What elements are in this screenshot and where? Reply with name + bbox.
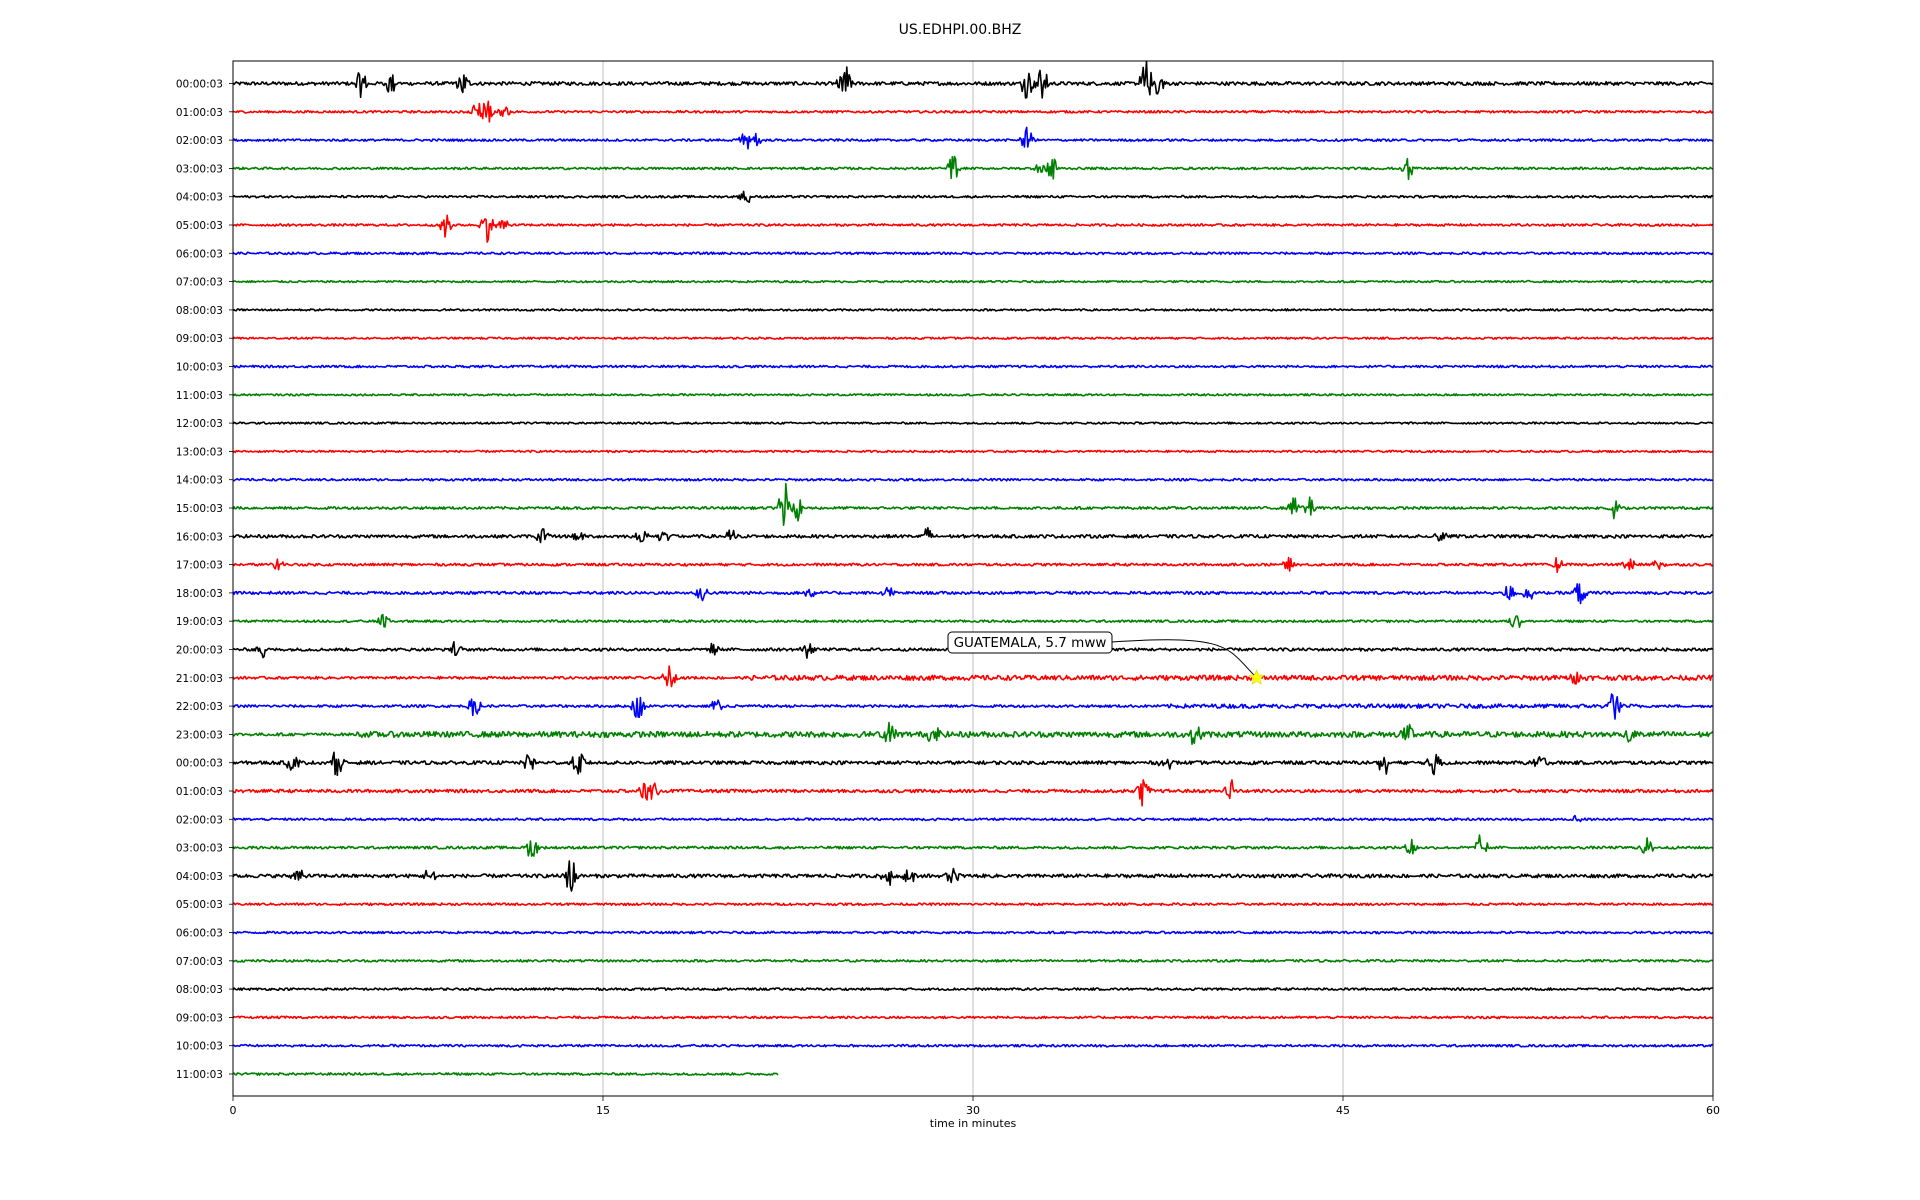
event-label-box	[947, 631, 1113, 654]
chart-title: US.EDHPI.00.BHZ	[898, 22, 1022, 38]
seismic-trace	[232, 556, 1713, 574]
seismic-trace	[232, 1043, 1713, 1048]
y-tick-label: 20:00:03	[176, 645, 223, 657]
y-tick-label: 12:00:03	[176, 418, 223, 430]
y-tick-label: 08:00:03	[176, 305, 223, 317]
y-tick-label: 02:00:03	[176, 135, 223, 147]
y-tick-label: 03:00:03	[176, 163, 223, 175]
seismic-trace	[232, 958, 1713, 963]
seismic-trace	[232, 860, 1714, 892]
x-tick-label: 60	[1706, 1104, 1720, 1117]
seismic-trace	[232, 583, 1714, 605]
y-tick-label: 09:00:03	[176, 333, 223, 345]
x-tick-label: 45	[1336, 1104, 1350, 1117]
event-label: GUATEMALA, 5.7 mww	[954, 635, 1107, 651]
y-tick-label: 18:00:03	[176, 588, 223, 600]
y-tick-label: 19:00:03	[176, 616, 223, 628]
seismic-trace	[232, 482, 1714, 526]
seismic-trace	[232, 477, 1713, 482]
y-tick-label: 13:00:03	[176, 446, 223, 458]
seismic-trace	[232, 751, 1714, 777]
y-tick-label: 15:00:03	[176, 503, 223, 515]
y-tick-label: 03:00:03	[176, 843, 223, 855]
y-tick-label: 00:00:03	[176, 758, 223, 770]
y-tick-label: 07:00:03	[176, 956, 223, 968]
seismic-trace	[232, 613, 1714, 628]
y-tick-label: 01:00:03	[176, 786, 223, 798]
seismic-trace	[232, 100, 1714, 123]
y-tick-label: 00:00:03	[176, 79, 223, 91]
y-tick-label: 17:00:03	[176, 560, 223, 572]
seismic-trace	[232, 902, 1713, 907]
y-tick-label: 10:00:03	[176, 1041, 223, 1053]
x-tick-label: 0	[230, 1104, 237, 1117]
seismic-trace	[232, 665, 1713, 688]
y-tick-label: 10:00:03	[176, 362, 223, 374]
seismic-trace	[233, 1072, 779, 1076]
y-tick-label: 22:00:03	[176, 701, 223, 713]
x-axis-label: time in minutes	[929, 1117, 1017, 1130]
seismic-trace	[232, 60, 1714, 99]
seismic-trace	[232, 364, 1713, 369]
seismic-trace	[232, 308, 1714, 312]
seismic-trace	[232, 190, 1714, 203]
seismic-trace	[232, 251, 1714, 256]
y-tick-label: 01:00:03	[176, 107, 223, 119]
seismic-trace	[232, 279, 1713, 284]
y-tick-label: 06:00:03	[176, 928, 223, 940]
seismic-trace	[232, 449, 1713, 454]
seismic-trace	[232, 527, 1713, 544]
seismic-trace	[233, 814, 1714, 823]
event-arrow	[1111, 639, 1258, 679]
seismic-trace	[232, 1015, 1714, 1020]
y-tick-label: 05:00:03	[176, 899, 223, 911]
seismic-trace	[232, 126, 1714, 150]
y-tick-label: 08:00:03	[176, 984, 223, 996]
y-tick-label: 11:00:03	[176, 390, 223, 402]
y-tick-label: 16:00:03	[176, 531, 223, 543]
seismic-trace	[232, 336, 1714, 340]
seismic-trace	[232, 721, 1714, 745]
y-tick-label: 11:00:03	[176, 1069, 223, 1081]
y-tick-label: 07:00:03	[176, 277, 223, 289]
y-tick-label: 14:00:03	[176, 475, 223, 487]
x-tick-label: 30	[966, 1104, 980, 1117]
seismic-trace	[232, 779, 1714, 807]
y-tick-label: 06:00:03	[176, 248, 223, 260]
y-tick-label: 02:00:03	[176, 814, 223, 826]
seismic-trace	[232, 421, 1714, 425]
seismic-trace	[232, 214, 1714, 243]
x-tick-label: 15	[596, 1104, 610, 1117]
y-tick-label: 21:00:03	[176, 673, 223, 685]
event-star-marker	[1248, 669, 1265, 685]
y-tick-label: 05:00:03	[176, 220, 223, 232]
y-tick-label: 09:00:03	[176, 1012, 223, 1024]
seismic-trace	[232, 393, 1714, 397]
seismic-trace	[232, 693, 1714, 720]
seismic-trace	[232, 987, 1713, 991]
y-tick-label: 23:00:03	[176, 729, 223, 741]
y-tick-label: 04:00:03	[176, 192, 223, 204]
seismic-trace	[232, 930, 1714, 935]
seismic-trace	[232, 834, 1714, 857]
seismic-trace	[232, 155, 1714, 181]
y-tick-label: 04:00:03	[176, 871, 223, 883]
